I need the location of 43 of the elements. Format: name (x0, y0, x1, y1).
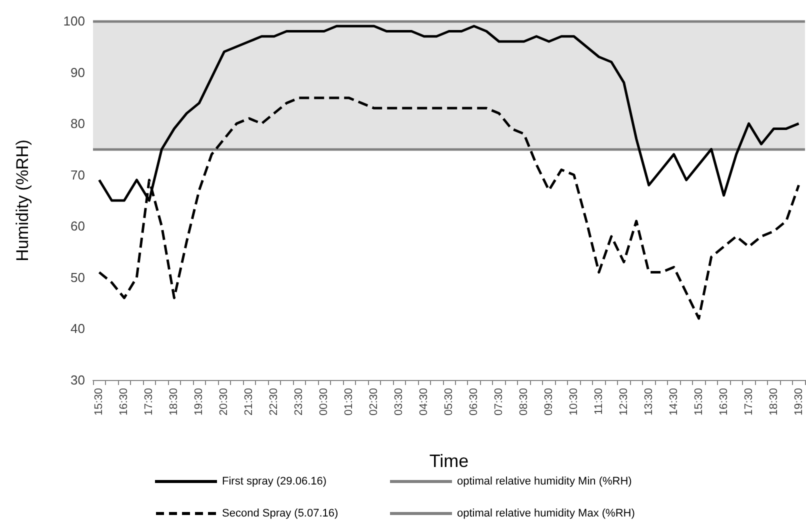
y-tick-label: 90 (70, 64, 85, 80)
y-tick-label: 100 (63, 14, 85, 28)
x-tick-label: 18:30 (768, 388, 780, 416)
x-tick-label: 02:30 (368, 388, 380, 416)
x-tick-label: 13:30 (642, 388, 655, 416)
x-tick-label: 01:30 (343, 388, 356, 416)
y-tick-label: 70 (70, 167, 85, 182)
y-axis-title: Humidity (%RH) (13, 140, 32, 262)
x-tick-label: 23:30 (293, 388, 306, 416)
x-tick-label: 06:30 (468, 388, 480, 416)
legend-label: optimal relative humidity Min (%RH) (457, 476, 632, 488)
x-tick-label: 22:30 (268, 388, 280, 416)
x-tick-label: 15:30 (692, 388, 705, 416)
x-tick-label: 17:30 (742, 388, 755, 416)
x-tick-label: 07:30 (492, 388, 505, 416)
legend-label: First spray (29.06.16) (222, 476, 327, 488)
legend-label: Second Spray (5.07.16) (222, 508, 338, 520)
x-axis-title: Time (429, 451, 469, 471)
x-tick-label: 10:30 (568, 388, 580, 416)
x-tick-label: 12:30 (618, 388, 630, 416)
legend-label: optimal relative humidity Max (%RH) (457, 508, 635, 520)
x-tick-label: 14:30 (668, 388, 680, 416)
y-tick-label: 80 (70, 116, 85, 132)
x-tick-label: 21:30 (243, 388, 256, 416)
x-tick-label: 05:30 (443, 388, 455, 416)
y-tick-label: 50 (70, 270, 85, 285)
x-tick-label: 19:30 (193, 388, 206, 416)
x-tick-label: 19:30 (792, 388, 805, 416)
x-tick-label: 03:30 (393, 388, 406, 416)
x-tick-label: 16:30 (118, 388, 130, 416)
x-tick-label: 20:30 (218, 388, 230, 416)
x-tick-label: 18:30 (168, 388, 180, 416)
x-tick-label: 17:30 (143, 388, 156, 416)
y-tick-label: 60 (70, 218, 85, 234)
x-tick-label: 00:30 (318, 388, 330, 416)
x-tick-label: 16:30 (718, 388, 730, 416)
x-tick-label: 04:30 (418, 388, 430, 416)
y-tick-label: 30 (70, 372, 85, 388)
x-tick-label: 11:30 (592, 388, 605, 415)
y-tick-label: 40 (70, 321, 85, 336)
x-tick-label: 09:30 (542, 388, 555, 416)
x-tick-label: 08:30 (518, 388, 530, 416)
x-tick-label: 15:30 (93, 388, 106, 416)
